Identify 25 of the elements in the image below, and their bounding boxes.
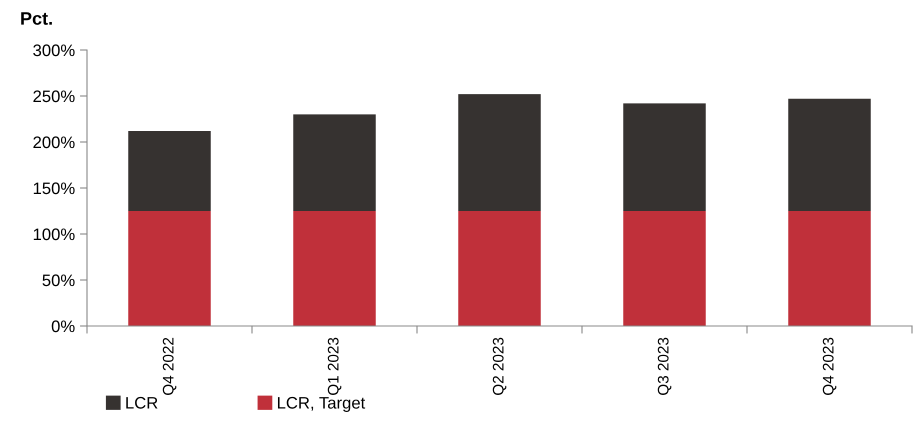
bar	[458, 94, 541, 211]
bar	[293, 114, 376, 211]
legend-label: LCR	[126, 396, 158, 409]
bar	[788, 211, 871, 326]
y-tick-label: 250%	[33, 90, 75, 102]
y-tick-label: 100%	[34, 228, 75, 240]
x-tick-label: Q1 2023	[328, 338, 342, 395]
bar	[128, 130, 211, 211]
y-tick-label: 50%	[42, 274, 75, 286]
x-tick-label: Q4 2023	[822, 338, 836, 395]
y-tick-label: 300%	[33, 44, 75, 56]
x-tick-label: Q4 2022	[162, 338, 176, 395]
bar	[623, 211, 706, 326]
bar	[623, 103, 706, 211]
y-tick-label: 200%	[33, 136, 75, 148]
bar	[458, 211, 541, 326]
y-axis-title: Pct.	[21, 12, 52, 25]
y-tick-label: 150%	[34, 182, 75, 194]
bar	[128, 211, 211, 326]
x-tick-label: Q2 2023	[492, 338, 506, 395]
y-tick-label: 0%	[52, 320, 75, 332]
x-tick-label: Q3 2023	[658, 338, 672, 395]
legend-label: LCR, Target	[278, 396, 366, 412]
bar	[293, 211, 376, 326]
bar	[788, 98, 871, 211]
